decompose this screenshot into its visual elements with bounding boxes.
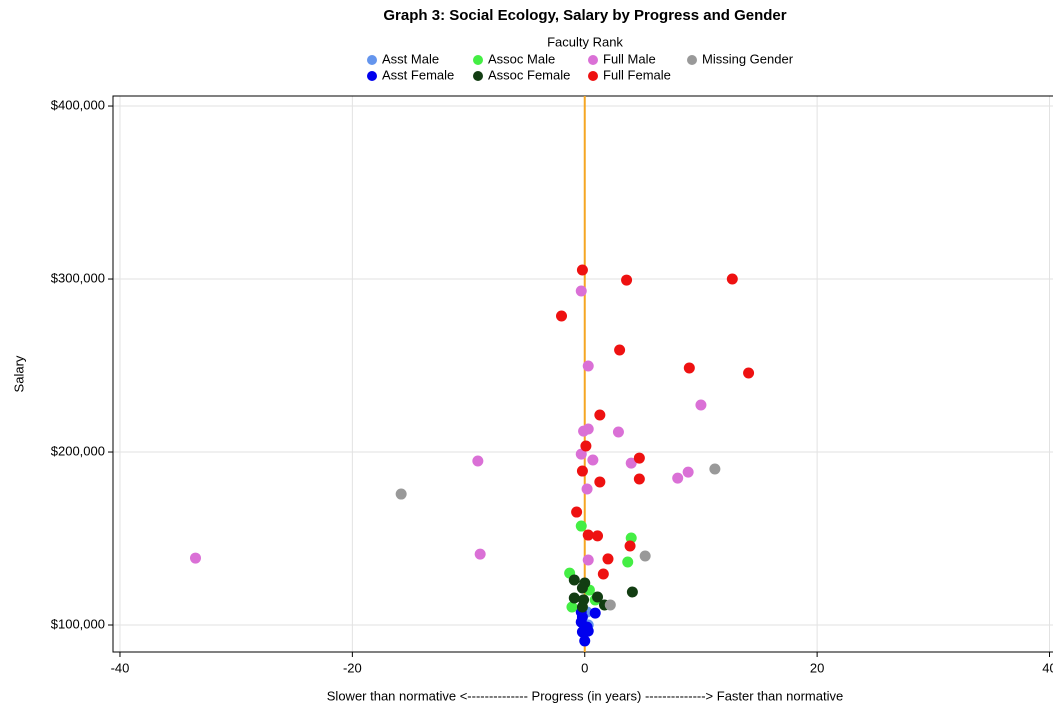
point — [726, 273, 738, 285]
legend-swatch — [687, 55, 697, 65]
point — [578, 425, 590, 437]
x-tick-label: 20 — [810, 660, 824, 675]
point — [626, 586, 638, 598]
legend-swatch — [367, 71, 377, 81]
point — [695, 399, 707, 411]
point — [602, 553, 614, 565]
point — [594, 476, 606, 488]
point — [581, 483, 593, 495]
point — [189, 552, 201, 564]
point — [592, 530, 604, 542]
point — [576, 465, 588, 477]
point — [582, 529, 594, 541]
x-tick-label: 0 — [581, 660, 588, 675]
point — [568, 574, 580, 586]
x-tick-label: 40 — [1042, 660, 1053, 675]
point — [589, 607, 601, 619]
legend-swatch — [367, 55, 377, 65]
x-tick-label: -40 — [111, 660, 130, 675]
point — [683, 362, 695, 374]
point — [395, 488, 407, 500]
point — [576, 264, 588, 276]
point — [625, 457, 637, 469]
legend-swatch — [473, 55, 483, 65]
point — [566, 601, 578, 613]
x-axis-label: Slower than normative <-------------- Pr… — [327, 688, 843, 703]
legend-label: Assoc Male — [488, 51, 555, 66]
legend-label: Full Male — [603, 51, 656, 66]
point — [571, 506, 583, 518]
point — [614, 344, 626, 356]
point — [592, 591, 604, 603]
point — [579, 635, 591, 647]
point — [633, 473, 645, 485]
legend-label: Assoc Female — [488, 67, 570, 82]
point — [474, 548, 486, 560]
point — [594, 409, 606, 421]
legend-swatch — [473, 71, 483, 81]
legend-title: Faculty Rank — [547, 34, 623, 49]
y-tick-label: $400,000 — [51, 97, 105, 112]
point — [743, 367, 755, 379]
point — [472, 455, 484, 467]
y-tick-label: $300,000 — [51, 270, 105, 285]
point — [556, 310, 568, 322]
plot-frame — [112, 95, 1053, 653]
point — [576, 601, 588, 613]
point — [672, 472, 684, 484]
point — [621, 274, 633, 286]
legend-swatch — [588, 55, 598, 65]
point — [604, 599, 616, 611]
point — [582, 625, 594, 637]
point — [576, 582, 588, 594]
point — [682, 466, 694, 478]
y-tick-label: $200,000 — [51, 443, 105, 458]
point — [622, 556, 634, 568]
point — [575, 520, 587, 532]
point — [580, 440, 592, 452]
legend-label: Missing Gender — [702, 51, 794, 66]
point — [582, 554, 594, 566]
legend-label: Asst Female — [382, 67, 454, 82]
point — [633, 452, 645, 464]
point — [587, 454, 599, 466]
legend-label: Full Female — [603, 67, 671, 82]
y-tick-label: $100,000 — [51, 616, 105, 631]
legend-label: Asst Male — [382, 51, 439, 66]
point — [624, 540, 636, 552]
point — [612, 426, 624, 438]
point — [597, 568, 609, 580]
x-tick-label: -20 — [343, 660, 362, 675]
point — [568, 592, 580, 604]
point — [575, 285, 587, 297]
y-axis-label: Salary — [11, 355, 26, 392]
point — [582, 360, 594, 372]
point — [575, 448, 587, 460]
point — [639, 550, 651, 562]
point — [709, 463, 721, 475]
chart-title: Graph 3: Social Ecology, Salary by Progr… — [383, 7, 786, 24]
legend-swatch — [588, 71, 598, 81]
